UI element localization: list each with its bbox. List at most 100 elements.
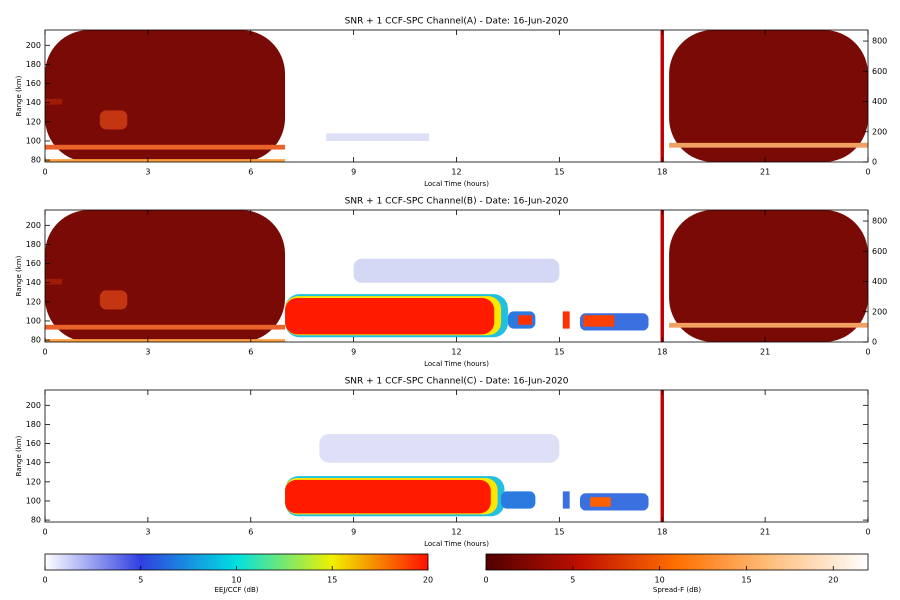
x-tick-label: 9 xyxy=(351,348,356,357)
y-tick-label: 140 xyxy=(26,278,41,287)
colorbar-tick-label: 15 xyxy=(327,576,337,585)
x-tick-label: 21 xyxy=(760,528,770,537)
y-tick-label: 100 xyxy=(26,316,41,325)
x-axis-label: Local Time (hours) xyxy=(424,180,489,188)
echo-region xyxy=(45,30,286,162)
y-tick-label: 80 xyxy=(31,156,41,165)
echo-region xyxy=(99,110,128,130)
echo-region xyxy=(99,290,128,310)
y-tick-label: 100 xyxy=(26,136,41,145)
echo-region xyxy=(660,30,664,162)
y-tick-label: 180 xyxy=(26,240,41,249)
x-tick-label: 18 xyxy=(657,168,667,177)
x-tick-label: 21 xyxy=(760,348,770,357)
y-tick-label: 80 xyxy=(31,336,41,345)
y2-tick-label: 200 xyxy=(872,127,887,136)
echo-region xyxy=(285,479,491,514)
y2-tick-label: 600 xyxy=(872,67,887,76)
x-tick-label: 15 xyxy=(554,528,564,537)
y-axis-label: Range (km) xyxy=(15,75,23,116)
echo-region xyxy=(319,434,560,463)
y-tick-label: 80 xyxy=(31,516,41,525)
x-tick-label: 0 xyxy=(42,348,47,357)
echo-region xyxy=(45,278,63,285)
colorbar-label: Spread-F (dB) xyxy=(653,586,701,594)
colorbar-tick-label: 20 xyxy=(423,576,433,585)
plot-area xyxy=(285,390,664,522)
colorbar-label: EEJ/CCF (dB) xyxy=(214,586,258,594)
y-axis-label: Range (km) xyxy=(15,435,23,476)
y2-tick-label: 200 xyxy=(872,307,887,316)
echo-region xyxy=(518,315,532,325)
echo-region xyxy=(45,339,286,342)
x-tick-label: 0 xyxy=(42,168,47,177)
y-tick-label: 140 xyxy=(26,98,41,107)
x-tick-label: 3 xyxy=(145,168,150,177)
x-tick-label: 0 xyxy=(865,348,870,357)
x-tick-label: 12 xyxy=(451,528,461,537)
x-tick-label: 9 xyxy=(351,168,356,177)
x-tick-label: 18 xyxy=(657,348,667,357)
x-tick-label: 12 xyxy=(451,348,461,357)
x-tick-label: 9 xyxy=(351,528,356,537)
y-tick-label: 140 xyxy=(26,458,41,467)
chart-title: SNR + 1 CCF-SPC Channel(C) - Date: 16-Ju… xyxy=(345,377,569,387)
echo-region xyxy=(326,133,430,141)
x-axis-label: Local Time (hours) xyxy=(424,360,489,368)
colorbar xyxy=(485,553,869,571)
y2-tick-label: 0 xyxy=(872,158,877,167)
y2-tick-label: 400 xyxy=(872,277,887,286)
x-tick-label: 0 xyxy=(865,168,870,177)
y2-tick-label: 800 xyxy=(872,217,887,226)
y2-tick-label: 400 xyxy=(872,97,887,106)
y-tick-label: 180 xyxy=(26,60,41,69)
echo-region xyxy=(353,258,560,283)
echo-region xyxy=(669,210,868,342)
colorbar-tick-label: 20 xyxy=(828,576,838,585)
echo-region xyxy=(669,142,868,148)
x-tick-label: 6 xyxy=(248,348,253,357)
echo-region xyxy=(285,298,495,335)
y-tick-label: 180 xyxy=(26,420,41,429)
echo-region xyxy=(669,30,868,162)
x-tick-label: 3 xyxy=(145,348,150,357)
echo-region xyxy=(45,144,286,150)
x-tick-label: 6 xyxy=(248,168,253,177)
echo-region xyxy=(562,491,570,509)
chart-title: SNR + 1 CCF-SPC Channel(A) - Date: 16-Ju… xyxy=(345,17,569,27)
y-tick-label: 200 xyxy=(26,401,41,410)
x-axis-label: Local Time (hours) xyxy=(424,540,489,548)
colorbar-tick-label: 5 xyxy=(570,576,575,585)
y-tick-label: 160 xyxy=(26,439,41,448)
chart-title: SNR + 1 CCF-SPC Channel(B) - Date: 16-Ju… xyxy=(345,197,569,207)
echo-region xyxy=(669,322,868,328)
colorbar-tick-label: 15 xyxy=(741,576,751,585)
colorbar-tick-label: 10 xyxy=(231,576,241,585)
x-tick-label: 0 xyxy=(42,528,47,537)
echo-region xyxy=(660,390,664,522)
y2-tick-label: 600 xyxy=(872,247,887,256)
echo-region xyxy=(660,210,664,342)
colorbar-tick-label: 0 xyxy=(42,576,47,585)
x-tick-label: 21 xyxy=(760,168,770,177)
x-tick-label: 15 xyxy=(554,168,564,177)
x-tick-label: 3 xyxy=(145,528,150,537)
x-tick-label: 18 xyxy=(657,528,667,537)
plot-area xyxy=(45,210,868,342)
echo-region xyxy=(45,98,63,105)
y-tick-label: 120 xyxy=(26,117,41,126)
plot-area xyxy=(45,30,868,162)
y-tick-label: 200 xyxy=(26,221,41,230)
x-tick-label: 6 xyxy=(248,528,253,537)
y-tick-label: 160 xyxy=(26,79,41,88)
y2-tick-label: 0 xyxy=(872,338,877,347)
echo-region xyxy=(501,491,536,509)
colorbar-tick-label: 10 xyxy=(655,576,665,585)
y-tick-label: 200 xyxy=(26,41,41,50)
y-tick-label: 100 xyxy=(26,496,41,505)
colorbar-tick-label: 0 xyxy=(483,576,488,585)
x-tick-label: 0 xyxy=(865,528,870,537)
y-axis-label: Range (km) xyxy=(15,255,23,296)
y2-tick-label: 800 xyxy=(872,37,887,46)
